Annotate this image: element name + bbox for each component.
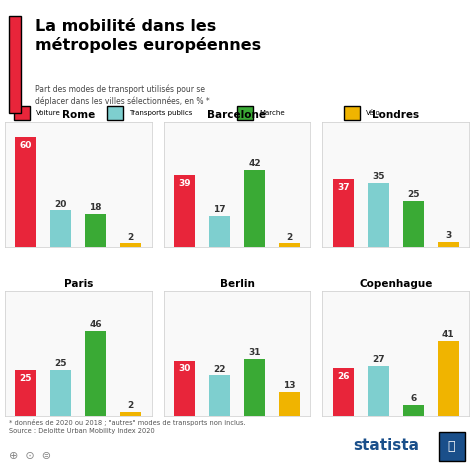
Text: La mobilité dans les
métropoles européennes: La mobilité dans les métropoles européen… xyxy=(35,19,261,53)
Bar xyxy=(244,359,265,416)
Text: 2: 2 xyxy=(128,233,134,242)
Text: 30: 30 xyxy=(178,365,191,374)
Bar xyxy=(174,175,195,247)
Bar xyxy=(209,375,230,416)
Bar xyxy=(368,366,389,416)
Text: 46: 46 xyxy=(90,320,102,329)
Text: ⬥: ⬥ xyxy=(448,440,456,453)
Text: 20: 20 xyxy=(55,200,67,209)
Title: Paris: Paris xyxy=(64,279,93,289)
Text: 2: 2 xyxy=(128,401,134,410)
Text: 25: 25 xyxy=(407,191,419,200)
Bar xyxy=(85,331,106,416)
Text: 60: 60 xyxy=(19,141,32,150)
Bar xyxy=(244,170,265,247)
Text: 6: 6 xyxy=(410,394,416,403)
Text: 37: 37 xyxy=(337,183,349,192)
Text: Voiture: Voiture xyxy=(36,110,61,116)
Bar xyxy=(50,210,71,247)
Text: 27: 27 xyxy=(372,356,384,365)
Text: 22: 22 xyxy=(213,365,226,374)
Title: Londres: Londres xyxy=(372,110,419,120)
FancyBboxPatch shape xyxy=(439,432,465,461)
Bar xyxy=(120,244,141,247)
Bar xyxy=(50,370,71,416)
FancyBboxPatch shape xyxy=(107,106,123,120)
Bar xyxy=(279,244,300,247)
FancyBboxPatch shape xyxy=(9,17,21,113)
FancyBboxPatch shape xyxy=(344,106,360,120)
Text: 26: 26 xyxy=(337,372,349,381)
FancyBboxPatch shape xyxy=(14,106,30,120)
Bar xyxy=(120,412,141,416)
Text: 25: 25 xyxy=(55,359,67,368)
Text: 18: 18 xyxy=(90,203,102,212)
Text: 13: 13 xyxy=(283,381,296,390)
Title: Copenhague: Copenhague xyxy=(359,279,432,289)
Bar xyxy=(333,368,354,416)
Text: 41: 41 xyxy=(442,330,455,339)
Bar xyxy=(403,405,424,416)
Text: Vélo: Vélo xyxy=(366,110,381,116)
Title: Rome: Rome xyxy=(62,110,95,120)
Title: Berlin: Berlin xyxy=(219,279,255,289)
Bar xyxy=(403,201,424,247)
Text: 31: 31 xyxy=(248,348,261,357)
Text: 42: 42 xyxy=(248,159,261,168)
Text: Marche: Marche xyxy=(259,110,285,116)
Bar xyxy=(279,392,300,416)
Text: Transports publics: Transports publics xyxy=(129,110,192,116)
Bar xyxy=(438,340,459,416)
Bar xyxy=(174,361,195,416)
Text: Part des modes de transport utilisés pour se
déplacer dans les villes sélectionn: Part des modes de transport utilisés pou… xyxy=(35,85,210,106)
Text: 3: 3 xyxy=(445,231,451,240)
Bar xyxy=(368,183,389,247)
Bar xyxy=(333,179,354,247)
Text: 35: 35 xyxy=(372,172,384,181)
Text: * données de 2020 ou 2018 ; "autres" modes de transports non inclus.
Source : De: * données de 2020 ou 2018 ; "autres" mod… xyxy=(9,419,246,434)
Bar xyxy=(209,216,230,247)
Text: ⊕  ⊙  ⊜: ⊕ ⊙ ⊜ xyxy=(9,451,52,461)
FancyBboxPatch shape xyxy=(237,106,253,120)
Bar xyxy=(15,137,36,247)
Bar xyxy=(15,370,36,416)
Text: 25: 25 xyxy=(19,374,32,383)
Title: Barcelone: Barcelone xyxy=(208,110,266,120)
Text: statista: statista xyxy=(353,438,419,453)
Text: 17: 17 xyxy=(213,205,226,214)
Text: 39: 39 xyxy=(178,179,191,188)
Text: 2: 2 xyxy=(286,233,292,242)
Bar xyxy=(438,242,459,247)
Bar xyxy=(85,214,106,247)
